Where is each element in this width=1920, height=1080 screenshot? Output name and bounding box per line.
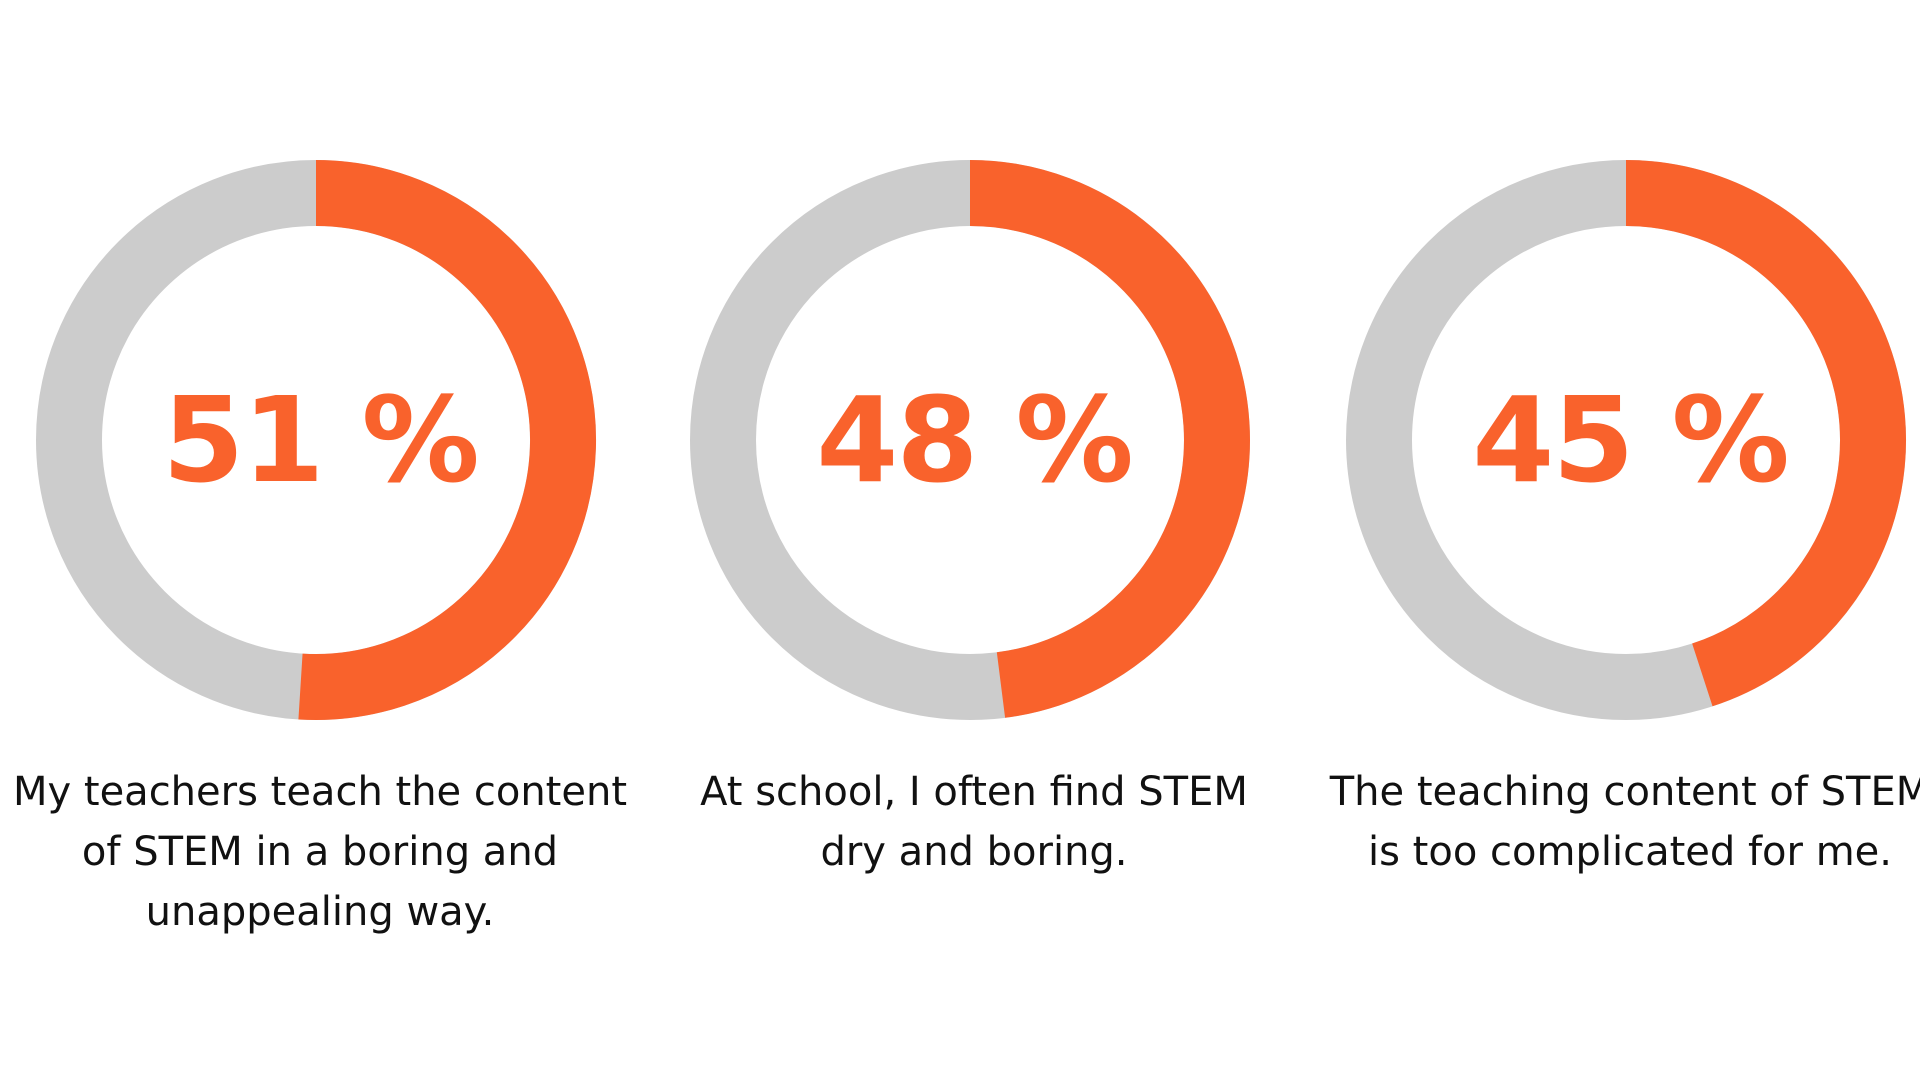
donut-chart-1: 51 % My teachers teach the content of ST… — [0, 0, 640, 1080]
value-label-2: 48 % — [816, 371, 1134, 509]
donut-chart-3: 45 % The teaching content of STEM is too… — [1310, 0, 1920, 1080]
caption-3: The teaching content of STEM is too comp… — [1329, 769, 1920, 875]
value-label-1: 51 % — [162, 371, 480, 509]
donut-svg-1 — [36, 160, 597, 720]
donut-arc-3 — [1625, 160, 1906, 707]
donut-svg-3 — [1346, 160, 1906, 720]
donut-chart-2: 48 % At school, I often find STEM dry an… — [654, 0, 1294, 1080]
donut-arc-1 — [298, 160, 597, 720]
value-label-3: 45 % — [1472, 371, 1790, 509]
caption-2: At school, I often find STEM dry and bor… — [700, 769, 1248, 875]
caption-1: My teachers teach the content of STEM in… — [12, 769, 628, 935]
donut-svg-2 — [690, 160, 1250, 720]
donut-arc-2 — [969, 160, 1250, 718]
